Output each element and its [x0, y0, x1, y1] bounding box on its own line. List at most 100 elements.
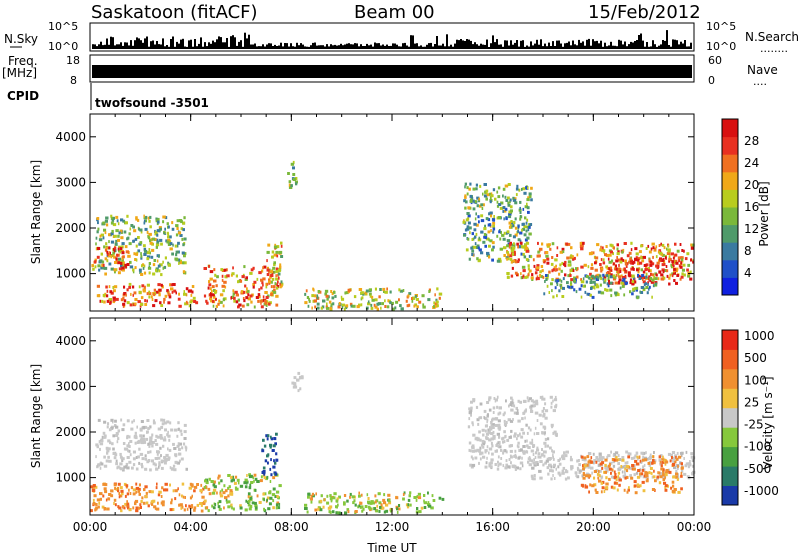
range-cell	[389, 301, 392, 305]
range-cell	[345, 306, 348, 309]
noise-bar	[446, 34, 448, 49]
range-cell	[137, 487, 141, 491]
range-cell	[649, 260, 653, 264]
range-cell	[659, 472, 663, 476]
range-cell	[583, 464, 587, 468]
range-cell	[490, 432, 494, 435]
range-cell	[608, 270, 611, 274]
range-cell	[278, 276, 280, 280]
range-cell	[558, 278, 561, 282]
range-cell	[687, 465, 690, 469]
range-cell	[168, 438, 171, 442]
range-cell	[567, 274, 571, 278]
range-cell	[163, 421, 167, 425]
range-cell	[630, 476, 634, 480]
range-cell	[118, 495, 121, 499]
range-cell	[148, 271, 151, 275]
range-cell	[601, 466, 604, 470]
noise-bar	[442, 43, 444, 49]
range-cell	[656, 477, 659, 481]
range-cell	[326, 302, 328, 306]
range-cell	[536, 446, 539, 450]
range-cell	[129, 492, 132, 495]
range-cell	[557, 459, 560, 462]
range-cell	[567, 476, 570, 480]
range-cell	[633, 456, 636, 460]
range-cell	[219, 300, 223, 304]
range-cell	[99, 497, 102, 501]
noise-bar	[354, 43, 356, 49]
range-cell	[476, 204, 479, 208]
range-cell	[224, 496, 228, 500]
range-cell	[167, 291, 170, 295]
range-cell	[586, 292, 589, 296]
range-cell	[138, 290, 142, 294]
range-cell	[525, 408, 527, 412]
range-cell	[530, 474, 534, 478]
range-cell	[614, 458, 618, 462]
range-cell	[157, 450, 161, 454]
range-cell	[114, 486, 116, 490]
range-cell	[618, 275, 621, 279]
freq-label: Freq.	[8, 54, 38, 68]
range-cell	[191, 494, 193, 498]
range-cell	[241, 275, 245, 279]
range-cell	[546, 257, 550, 261]
range-cell	[398, 288, 401, 292]
range-cell	[228, 485, 231, 489]
noise-bar	[164, 46, 166, 49]
range-cell	[267, 301, 269, 305]
range-cell	[521, 265, 526, 269]
range-cell	[270, 293, 273, 296]
range-cell	[139, 438, 144, 442]
range-cell	[128, 242, 132, 246]
noise-bar	[214, 42, 216, 49]
range-cell	[491, 423, 495, 427]
range-cell	[639, 472, 642, 476]
range-cell	[119, 452, 122, 456]
range-cell	[530, 459, 533, 463]
noise-bar	[254, 43, 256, 49]
range-cell	[676, 249, 680, 253]
range-cell	[402, 493, 405, 496]
range-cell	[608, 281, 611, 285]
range-cell	[414, 303, 418, 307]
noise-bar	[524, 46, 526, 49]
range-cell	[532, 404, 535, 408]
range-cell	[653, 461, 656, 465]
range-cell	[142, 434, 145, 438]
range-cell	[668, 276, 671, 280]
range-cell	[622, 277, 626, 281]
range-cell	[645, 286, 649, 289]
range-cell	[218, 299, 221, 303]
range-cell	[178, 447, 181, 451]
range-cell	[526, 225, 529, 229]
noise-bar	[688, 46, 690, 49]
range-cell	[207, 509, 210, 513]
range-cell	[493, 436, 496, 440]
range-cell	[493, 397, 496, 400]
range-cell	[490, 214, 493, 218]
range-cell	[527, 399, 530, 403]
range-cell	[183, 508, 186, 512]
range-cell	[270, 274, 274, 277]
range-cell	[180, 432, 183, 436]
noise-bar	[406, 45, 408, 49]
range-cell	[235, 300, 239, 304]
range-cell	[483, 227, 487, 231]
range-cell	[483, 409, 487, 413]
colorbar-tick-label: 8	[744, 244, 752, 258]
noise-bar	[172, 36, 174, 49]
range-cell	[120, 418, 123, 422]
range-cell	[129, 453, 132, 457]
range-cell	[423, 499, 425, 503]
range-cell	[504, 207, 508, 211]
range-cell	[182, 270, 186, 274]
range-cell	[95, 455, 97, 459]
range-cell	[625, 450, 629, 454]
range-cell	[626, 254, 630, 258]
range-cell	[507, 242, 510, 246]
range-cell	[117, 429, 121, 433]
range-cell	[214, 503, 217, 506]
